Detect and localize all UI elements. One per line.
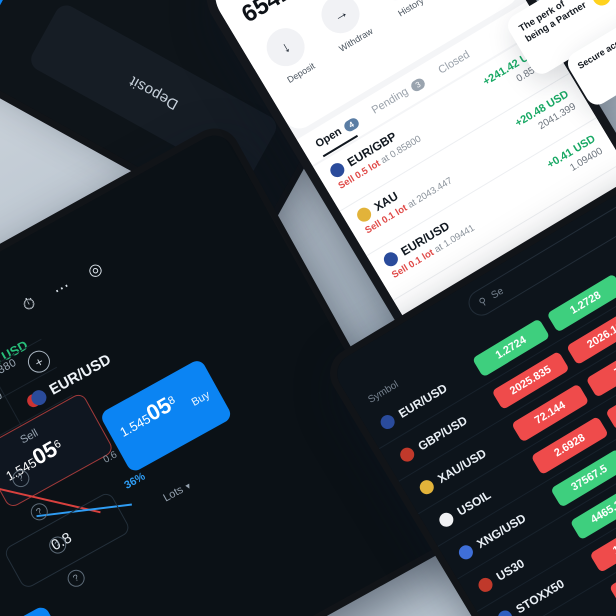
confirm-buy-button[interactable]: Confirm Buy — [0, 604, 66, 616]
buy-price: 1.545058 — [113, 389, 181, 442]
gas-icon — [456, 542, 476, 562]
oil-icon — [436, 509, 456, 529]
sun-icon — [589, 0, 615, 9]
plus-icon[interactable]: + — [611, 0, 616, 2]
buy-button-top[interactable]: 05 Buy — [0, 0, 8, 50]
target-icon[interactable]: ◎ — [85, 259, 106, 282]
chart-toolbar[interactable]: ⏱ ⋯ ◎ — [20, 258, 106, 318]
flag-icon — [28, 387, 50, 408]
tab-badge: 4 — [342, 116, 361, 133]
search-placeholder: Se — [489, 285, 506, 301]
flag-icon — [377, 412, 397, 432]
index-icon — [495, 607, 515, 616]
gold-icon — [416, 477, 437, 497]
row-symbol: US30 — [493, 555, 527, 584]
timer-icon[interactable]: ⏱ — [19, 294, 39, 316]
symbol-label: EUR/USD — [46, 350, 114, 399]
grid-icon[interactable]: ⋯ — [50, 277, 75, 301]
tab-badge: 3 — [408, 75, 427, 93]
search-icon: ⚲ — [476, 295, 489, 309]
tab-label: Closed — [436, 48, 472, 77]
action-withdraw[interactable]: → Withdraw — [308, 0, 380, 58]
tab-closed[interactable]: Closed — [436, 49, 472, 77]
buy-sentiment-percent: 36% — [122, 470, 148, 492]
action-label: History — [396, 0, 426, 19]
info-icon[interactable]: ? — [64, 566, 88, 590]
flag-icon — [475, 574, 495, 595]
flag-icon — [397, 444, 417, 464]
partner-perk-title: The perk of being a Partner — [517, 0, 589, 45]
buy-label: Buy — [189, 389, 212, 409]
lots-dropdown[interactable]: Lots — [161, 480, 192, 505]
row-symbol: USOIL — [454, 487, 494, 519]
action-deposit[interactable]: ↓ Deposit — [254, 17, 326, 90]
buy-button[interactable]: 1.545058 Buy — [98, 357, 234, 474]
